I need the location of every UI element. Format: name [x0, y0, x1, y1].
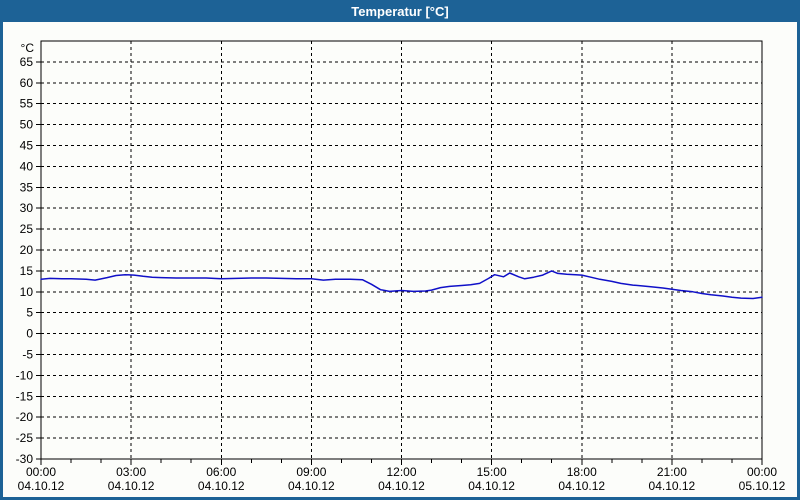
svg-text:03:00: 03:00 — [116, 465, 146, 479]
svg-text:04.10.12: 04.10.12 — [378, 479, 425, 493]
svg-text:15:00: 15:00 — [477, 465, 507, 479]
svg-text:00:00: 00:00 — [26, 465, 56, 479]
svg-text:15: 15 — [20, 264, 34, 278]
svg-text:05.10.12: 05.10.12 — [739, 479, 786, 493]
svg-text:-10: -10 — [16, 368, 34, 382]
svg-text:55: 55 — [20, 97, 34, 111]
svg-text:25: 25 — [20, 222, 34, 236]
svg-text:04.10.12: 04.10.12 — [288, 479, 335, 493]
svg-text:04.10.12: 04.10.12 — [18, 479, 65, 493]
svg-text:04.10.12: 04.10.12 — [649, 479, 696, 493]
svg-text:30: 30 — [20, 201, 34, 215]
svg-text:04.10.12: 04.10.12 — [468, 479, 515, 493]
svg-text:60: 60 — [20, 76, 34, 90]
svg-text:04.10.12: 04.10.12 — [558, 479, 605, 493]
svg-text:-25: -25 — [16, 431, 34, 445]
svg-text:65: 65 — [20, 55, 34, 69]
svg-text:35: 35 — [20, 180, 34, 194]
svg-text:04.10.12: 04.10.12 — [198, 479, 245, 493]
chart-area: 65 60 55 50 45 40 35 30 25 20 15 10 5 0 -5 -10 -15 -20 -25… — [3, 22, 797, 497]
svg-text:°C: °C — [21, 41, 35, 55]
svg-text:09:00: 09:00 — [296, 465, 326, 479]
svg-text:10: 10 — [20, 285, 34, 299]
svg-text:20: 20 — [20, 243, 34, 257]
window-title: Temperatur [°C] — [351, 3, 449, 19]
svg-text:-20: -20 — [16, 410, 34, 424]
temperature-line-chart: 65605550454035302520151050-5-10-15-20-25… — [16, 40, 786, 493]
svg-text:-30: -30 — [16, 452, 34, 466]
svg-text:-5: -5 — [22, 348, 33, 362]
svg-text:-15: -15 — [16, 389, 34, 403]
svg-text:5: 5 — [26, 306, 33, 320]
svg-text:0: 0 — [26, 327, 33, 341]
svg-text:40: 40 — [20, 159, 34, 173]
svg-text:45: 45 — [20, 139, 34, 153]
svg-text:18:00: 18:00 — [567, 465, 597, 479]
svg-text:50: 50 — [20, 118, 34, 132]
temperature-series-line — [40, 270, 763, 300]
svg-text:00:00: 00:00 — [747, 465, 777, 479]
svg-text:06:00: 06:00 — [206, 465, 236, 479]
svg-text:04.10.12: 04.10.12 — [108, 479, 155, 493]
svg-text:21:00: 21:00 — [657, 465, 687, 479]
svg-text:12:00: 12:00 — [386, 465, 416, 479]
window-title-bar[interactable]: Temperatur [°C] — [3, 0, 797, 22]
